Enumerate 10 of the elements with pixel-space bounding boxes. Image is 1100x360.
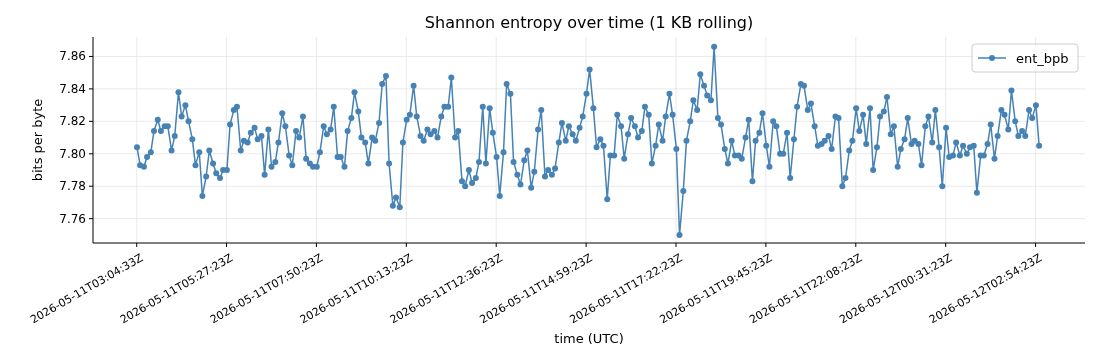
y-axis-title: bits per byte [30, 98, 45, 182]
y-tick-label: 7.82 [59, 114, 86, 129]
y-tick-label: 7.78 [59, 179, 86, 194]
y-tick-label: 7.80 [59, 146, 86, 161]
chart-title: Shannon entropy over time (1 KB rolling) [424, 13, 754, 32]
x-axis-title: time (UTC) [554, 331, 624, 346]
y-tick-label: 7.76 [59, 211, 86, 226]
y-tick-label: 7.84 [59, 81, 86, 96]
y-tick-label: 7.86 [59, 49, 86, 64]
legend-label: ent_bpb [1016, 50, 1069, 66]
